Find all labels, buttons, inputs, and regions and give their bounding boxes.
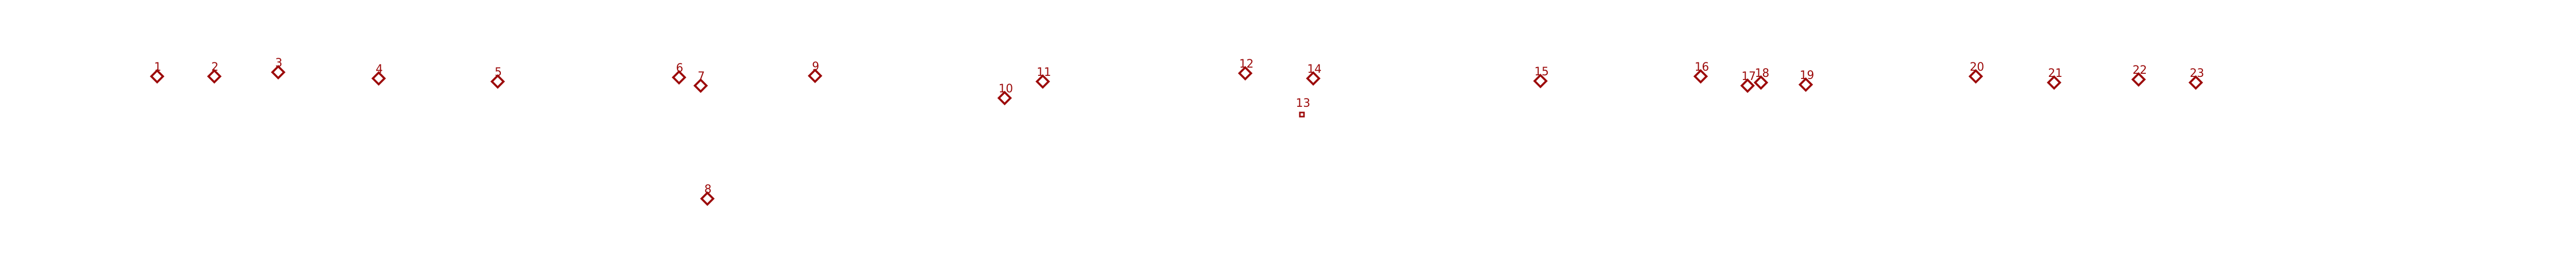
data-point-label: 16 xyxy=(1694,61,1709,74)
data-point-label: 5 xyxy=(495,66,502,79)
data-point-label: 15 xyxy=(1534,66,1549,78)
data-point-label: 22 xyxy=(2132,64,2147,77)
data-point-label: 3 xyxy=(275,57,283,70)
data-point-label: 10 xyxy=(998,83,1013,95)
data-point-label: 19 xyxy=(1800,69,1815,82)
data-point-label: 17 xyxy=(1741,70,1756,83)
square-marker-icon xyxy=(1299,111,1305,118)
data-point-label: 21 xyxy=(2048,67,2063,80)
data-point-label: 7 xyxy=(698,70,705,83)
data-point-label: 8 xyxy=(704,183,712,196)
data-point-label: 18 xyxy=(1755,67,1770,80)
data-point-label: 4 xyxy=(376,63,383,76)
data-point-label: 20 xyxy=(1970,61,1985,74)
data-point-label: 2 xyxy=(211,61,219,74)
data-point-label: 13 xyxy=(1296,97,1311,110)
data-point-label: 11 xyxy=(1037,66,1052,79)
data-point-label: 23 xyxy=(2190,67,2205,80)
data-point-label: 14 xyxy=(1307,63,1322,76)
data-point-label: 6 xyxy=(676,62,684,75)
data-point-label: 9 xyxy=(812,60,820,73)
data-point-label: 12 xyxy=(1239,58,1254,71)
data-point-label: 1 xyxy=(154,61,162,74)
